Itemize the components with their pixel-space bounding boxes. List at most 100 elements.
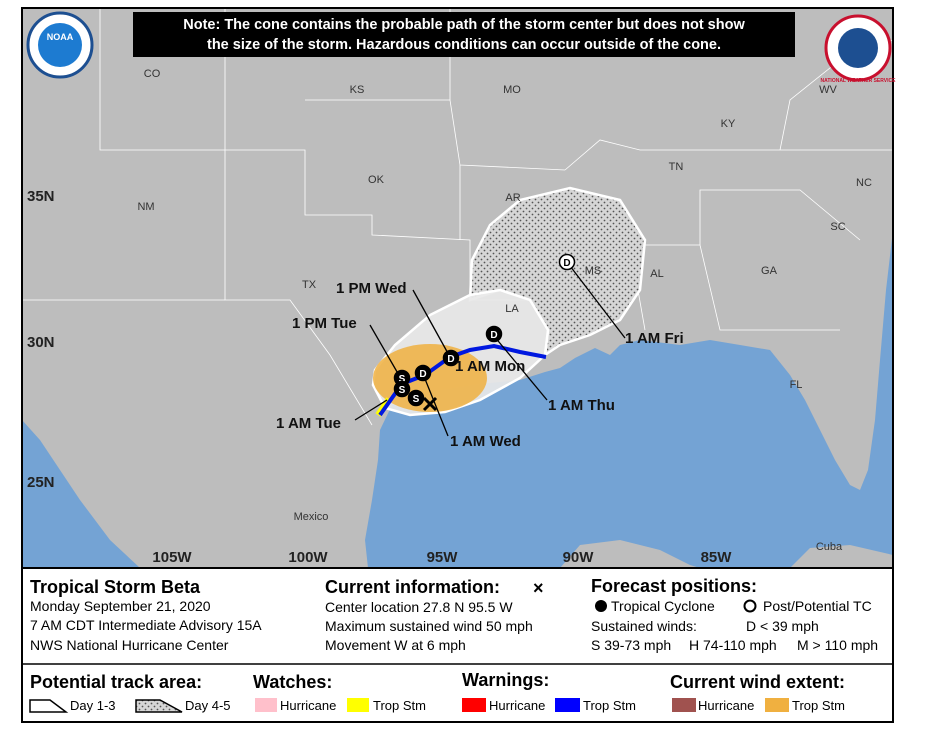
region-label: TN	[669, 161, 684, 173]
current-line: Movement W at 6 mph	[325, 637, 466, 653]
current-title: Current information:	[325, 577, 500, 597]
time-label: 1 AM Fri	[625, 330, 684, 347]
legend-title: Current wind extent:	[670, 672, 845, 692]
forecast-marker	[414, 364, 432, 382]
marker-letter: D	[447, 354, 454, 365]
latitude-label: 25N	[27, 474, 55, 491]
noaa-logo: NOAA	[26, 11, 94, 79]
yucatan	[560, 540, 700, 568]
storm-date: Monday September 21, 2020	[30, 598, 211, 614]
note-box	[133, 12, 795, 57]
marker-letter: S	[399, 385, 406, 396]
forecast-m: M > 110 mph	[797, 637, 878, 653]
marker-letter: D	[563, 258, 570, 269]
forecast-marker	[407, 389, 425, 407]
legend-item: Hurricane	[280, 698, 336, 713]
marker-letter: D	[490, 330, 497, 341]
longitude-label: 95W	[427, 549, 459, 566]
legend-title: Watches:	[253, 672, 332, 692]
marker-letter: S	[413, 394, 420, 405]
region-label: SC	[830, 221, 845, 233]
forecast-title: Forecast positions:	[591, 576, 757, 596]
region-label: WV	[819, 84, 837, 96]
swatch	[765, 698, 789, 712]
post-icon	[743, 599, 757, 613]
legend-item: Day 1-3	[70, 698, 116, 713]
note-line: Note: The cone contains the probable pat…	[183, 17, 745, 33]
nws-logo: NATIONAL WEATHER SERVICE	[821, 14, 897, 84]
region-label: GA	[761, 265, 778, 277]
region-label: NM	[137, 201, 154, 213]
region-label: KY	[721, 118, 736, 130]
legend-title: Warnings:	[462, 670, 549, 690]
info-panel	[21, 567, 894, 723]
region-label: MO	[503, 84, 521, 96]
day13-icon	[29, 699, 69, 713]
swatch	[462, 698, 486, 712]
forecast-winds: Sustained winds:	[591, 618, 697, 634]
region-label: TX	[302, 279, 317, 291]
longitude-label: 90W	[563, 549, 595, 566]
forecast-tropical: Tropical Cyclone	[611, 598, 715, 614]
region-label: OK	[368, 174, 385, 186]
gulf-water	[365, 230, 893, 568]
forecast-marker	[485, 325, 503, 343]
region-label: KS	[350, 84, 365, 96]
forecast-h: H 74-110 mph	[689, 637, 777, 653]
forecast-marker	[393, 380, 411, 398]
region-label: FL	[790, 379, 803, 391]
latitude-label: 35N	[27, 188, 55, 205]
legend-item: Day 4-5	[185, 698, 231, 713]
legend-title: Potential track area:	[30, 672, 202, 692]
longitude-label: 105W	[152, 549, 192, 566]
legend-item: Hurricane	[698, 698, 754, 713]
time-label: 1 AM Tue	[276, 415, 341, 432]
current-line: Center location 27.8 N 95.5 W	[325, 599, 513, 615]
day45-icon	[135, 699, 183, 713]
region-label: Mexico	[294, 511, 329, 523]
legend-item: Trop Stm	[792, 698, 845, 713]
pacific-water	[22, 420, 140, 568]
latitude-label: 30N	[27, 334, 55, 351]
tropical-icon	[595, 600, 607, 612]
forecast-post: Post/Potential TC	[763, 598, 872, 614]
marker-letter: S	[399, 374, 406, 385]
forecast-marker	[442, 349, 460, 367]
forecast-s: S 39-73 mph	[591, 637, 671, 653]
legend-item: Trop Stm	[583, 698, 636, 713]
advisory: 7 AM CDT Intermediate Advisory 15A	[30, 617, 262, 633]
storm-name: Tropical Storm Beta	[30, 577, 201, 597]
leader-lines	[354, 261, 626, 437]
time-label: 1 PM Tue	[292, 315, 357, 332]
time-label: 1 PM Wed	[336, 280, 407, 297]
cuba	[790, 545, 893, 568]
region-label: NC	[856, 177, 872, 189]
logo-text: NOAA	[47, 32, 74, 42]
map: CO KS MO KY WV TN NC OK AR SC NM MS AL GA TX LA FL Mexico…	[22, 8, 893, 568]
longitude-label: 85W	[701, 549, 733, 566]
forecast-d: D < 39 mph	[746, 618, 819, 634]
current-symbol: ×	[533, 578, 544, 598]
region-label: AR	[505, 192, 520, 204]
office: NWS National Hurricane Center	[30, 637, 229, 653]
marker-letter: D	[419, 369, 426, 380]
current-line: Maximum sustained wind 50 mph	[325, 618, 533, 634]
region-label: MS	[585, 265, 602, 277]
region-label: AL	[650, 268, 663, 280]
region-label: LA	[505, 303, 519, 315]
swatch	[555, 698, 580, 712]
forecast-marker	[558, 253, 576, 271]
swatch	[255, 698, 277, 712]
swatch	[347, 698, 369, 712]
legend-item: Trop Stm	[373, 698, 426, 713]
region-label: Cuba	[816, 541, 843, 553]
time-label: 1 AM Mon	[455, 358, 525, 375]
note-line: the size of the storm. Hazardous conditi…	[207, 37, 721, 53]
swatch	[672, 698, 696, 712]
time-label: 1 AM Thu	[548, 397, 615, 414]
legend-item: Hurricane	[489, 698, 545, 713]
region-label: CO	[144, 68, 161, 80]
time-label: 1 AM Wed	[450, 433, 521, 450]
logo-text: NATIONAL WEATHER SERVICE	[821, 78, 897, 84]
